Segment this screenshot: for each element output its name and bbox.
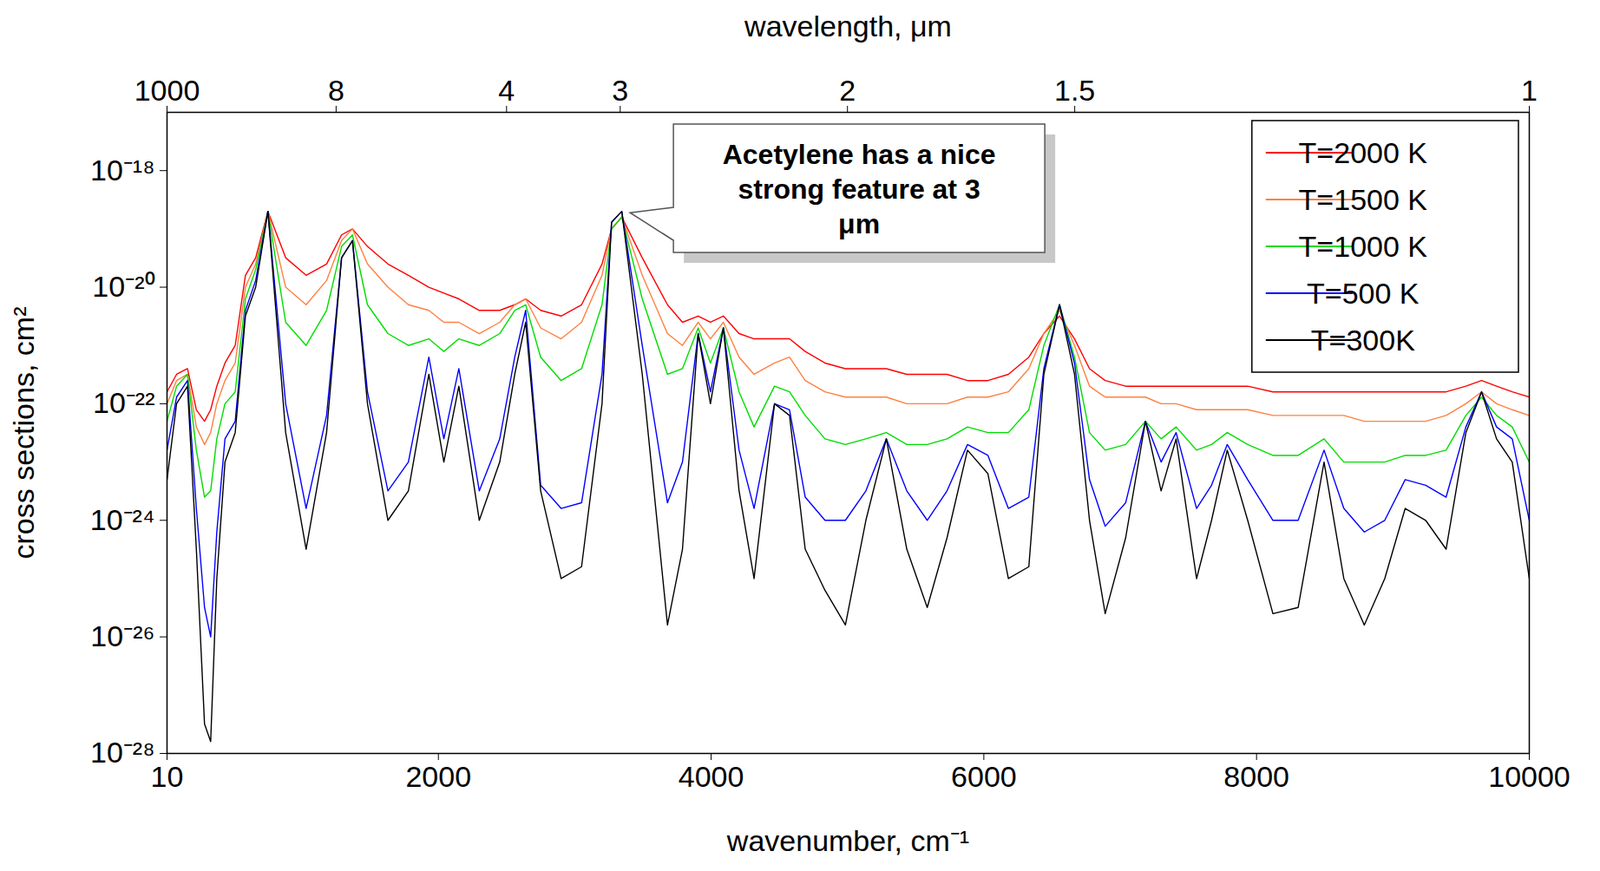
svg-text:T=300K: T=300K <box>1311 323 1416 357</box>
svg-text:10⁻²⁶: 10⁻²⁶ <box>90 619 155 653</box>
svg-text:10⁻²²: 10⁻²² <box>92 386 155 420</box>
svg-text:wavelength, μm: wavelength, μm <box>743 9 952 43</box>
svg-text:10⁻²⁰: 10⁻²⁰ <box>91 269 155 303</box>
svg-text:4: 4 <box>498 73 515 107</box>
svg-text:4000: 4000 <box>678 760 745 794</box>
svg-text:6000: 6000 <box>950 760 1017 794</box>
svg-text:2: 2 <box>839 73 856 107</box>
svg-text:2000: 2000 <box>405 760 472 794</box>
svg-text:cross sections, cm²: cross sections, cm² <box>6 307 40 560</box>
svg-text:wavenumber, cm⁻¹: wavenumber, cm⁻¹ <box>726 824 970 858</box>
svg-text:8: 8 <box>327 73 345 107</box>
svg-text:10⁻²⁸: 10⁻²⁸ <box>90 735 155 769</box>
svg-text:10000: 10000 <box>1488 760 1571 794</box>
svg-text:3: 3 <box>611 73 629 107</box>
svg-text:Acetylene has a nicestrong fea: Acetylene has a nicestrong feature at 3μ… <box>722 138 997 240</box>
svg-text:T=2000 K: T=2000 K <box>1298 136 1429 170</box>
svg-text:1.5: 1.5 <box>1054 73 1096 107</box>
svg-text:8000: 8000 <box>1223 760 1290 794</box>
svg-text:1: 1 <box>1521 73 1538 107</box>
svg-text:10⁻¹⁸: 10⁻¹⁸ <box>90 153 155 187</box>
svg-text:10⁻²⁴: 10⁻²⁴ <box>90 503 156 537</box>
svg-text:1000: 1000 <box>134 73 201 107</box>
svg-text:T=500 K: T=500 K <box>1306 276 1420 310</box>
svg-text:T=1000 K: T=1000 K <box>1298 229 1429 263</box>
svg-text:10: 10 <box>150 760 184 794</box>
svg-text:T=1500 K: T=1500 K <box>1298 183 1429 217</box>
